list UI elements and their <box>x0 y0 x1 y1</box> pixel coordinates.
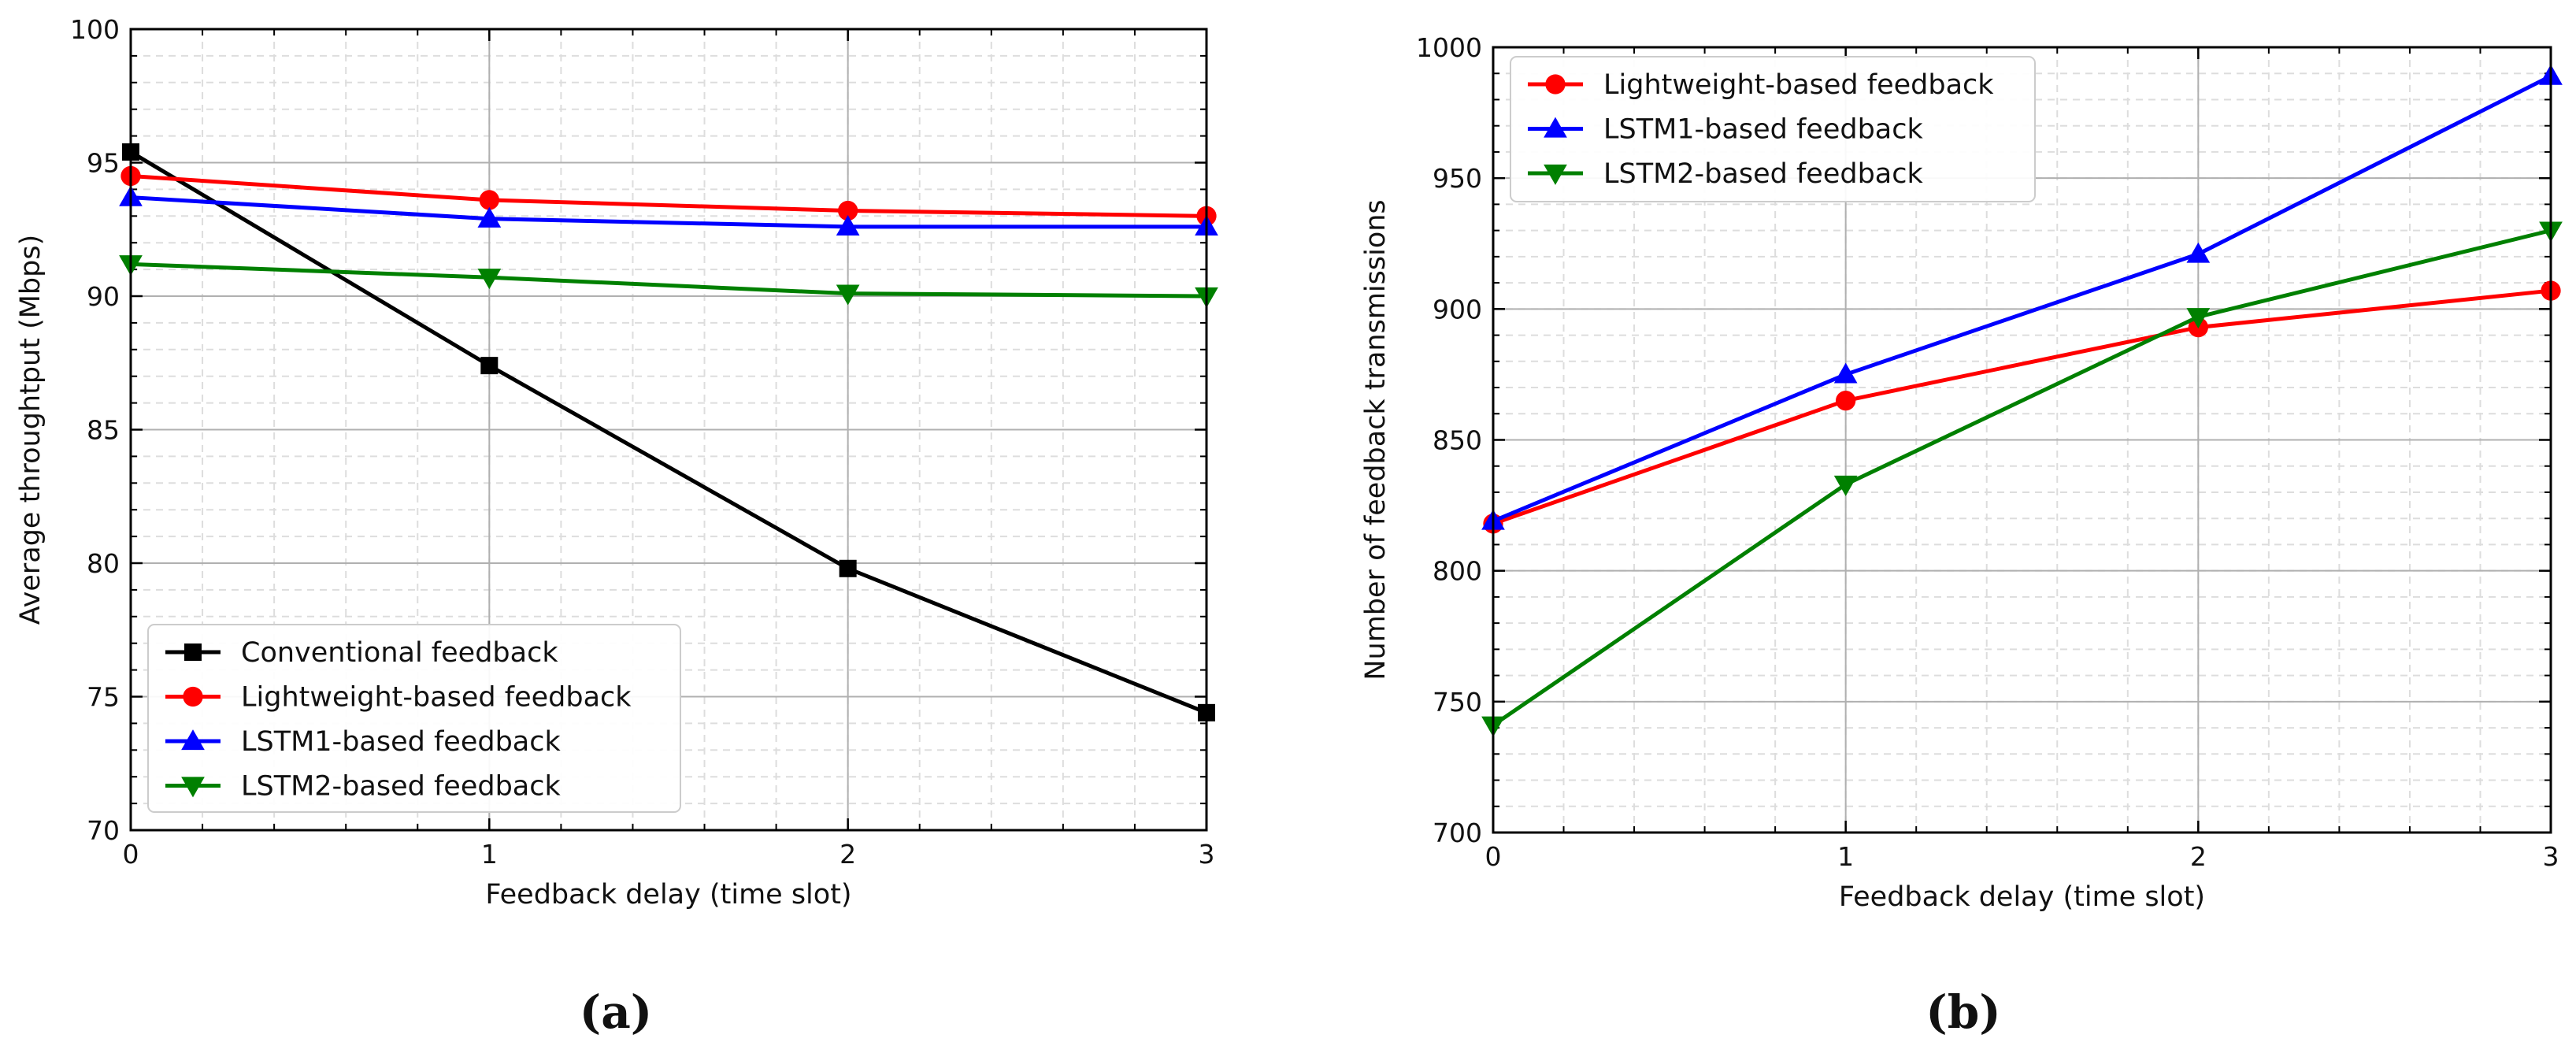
x-tick-label: 0 <box>123 839 139 870</box>
legend-marker <box>184 643 202 661</box>
data-point <box>479 190 499 210</box>
data-point <box>839 559 857 577</box>
legend-box <box>1510 56 2036 202</box>
y-tick-label: 850 <box>1433 425 1482 456</box>
data-point <box>1836 391 1856 411</box>
x-axis-title: Feedback delay (time slot) <box>1839 881 2205 913</box>
y-tick-label: 80 <box>87 548 120 579</box>
x-tick-label: 0 <box>1485 841 1502 872</box>
y-axis-title: Number of feedback transmissions <box>1360 199 1392 680</box>
y-axis-title: Average throughtput (Mbps) <box>15 235 46 625</box>
y-tick-label: 90 <box>87 281 120 312</box>
legend-label: LSTM2-based feedback <box>241 771 561 803</box>
plot-frame <box>1492 46 2552 834</box>
chart-a: 0 1 2 3 70 75 80 85 90 95 100 Feedback delay (time … <box>15 14 1218 1039</box>
x-tick-label: 3 <box>2543 841 2559 872</box>
legend-label: LSTM1-based feedback <box>1603 114 1923 146</box>
series-line-3 <box>130 261 1207 299</box>
data-point <box>1833 362 1858 384</box>
y-tick-label: 1000 <box>1416 32 1482 63</box>
series-line-0 <box>1492 288 2552 526</box>
legend-label: LSTM2-based feedback <box>1603 158 1923 190</box>
panel-label: (a) <box>580 985 652 1039</box>
legend-label: Conventional feedback <box>241 637 558 669</box>
data-point <box>477 269 502 290</box>
data-point <box>480 357 499 375</box>
legend-marker <box>181 777 205 798</box>
y-tick-label: 950 <box>1433 163 1482 194</box>
panel-label: (b) <box>1926 985 2000 1039</box>
x-tick-label: 2 <box>2190 841 2207 872</box>
series-line-1 <box>1492 74 2552 523</box>
data-point <box>838 200 858 221</box>
data-point <box>836 215 860 236</box>
legend-marker <box>1544 164 1567 185</box>
data-point <box>1833 475 1858 496</box>
x-tick-label: 2 <box>840 839 856 870</box>
legend-marker <box>1544 117 1567 138</box>
legend-marker <box>181 729 205 751</box>
chart-b: 0 1 2 3 700 750 800 850 900 950 1000 Feedback delay… <box>1360 32 2563 1039</box>
y-tick-label: 70 <box>87 815 120 846</box>
y-tick-label: 900 <box>1433 294 1482 325</box>
legend-box <box>147 624 681 813</box>
legend-label: LSTM1-based feedback <box>241 726 561 758</box>
legend-marker <box>1545 74 1566 95</box>
y-tick-label: 750 <box>1433 687 1482 718</box>
data-point <box>2186 308 2211 329</box>
legend-label: Lightweight-based feedback <box>241 682 632 714</box>
y-tick-label: 700 <box>1433 818 1482 848</box>
y-tick-label: 95 <box>87 148 120 179</box>
x-tick-label: 1 <box>1837 841 1854 872</box>
series-line-1 <box>130 173 1207 218</box>
data-point <box>836 284 860 306</box>
y-tick-label: 800 <box>1433 556 1482 587</box>
plot-frame <box>129 28 1208 832</box>
legend-marker <box>183 686 203 707</box>
x-tick-label: 1 <box>481 839 498 870</box>
legend-label: Lightweight-based feedback <box>1603 69 1994 101</box>
y-tick-label: 75 <box>87 682 120 713</box>
x-tick-label: 3 <box>1199 839 1215 870</box>
data-point <box>477 206 502 228</box>
y-tick-label: 100 <box>70 14 120 45</box>
series-line-2 <box>1492 228 2552 727</box>
y-tick-label: 85 <box>87 415 120 446</box>
series-line-0 <box>129 150 1207 715</box>
data-point <box>2186 242 2211 263</box>
series-line-2 <box>130 195 1206 229</box>
x-axis-title: Feedback delay (time slot) <box>485 879 851 911</box>
